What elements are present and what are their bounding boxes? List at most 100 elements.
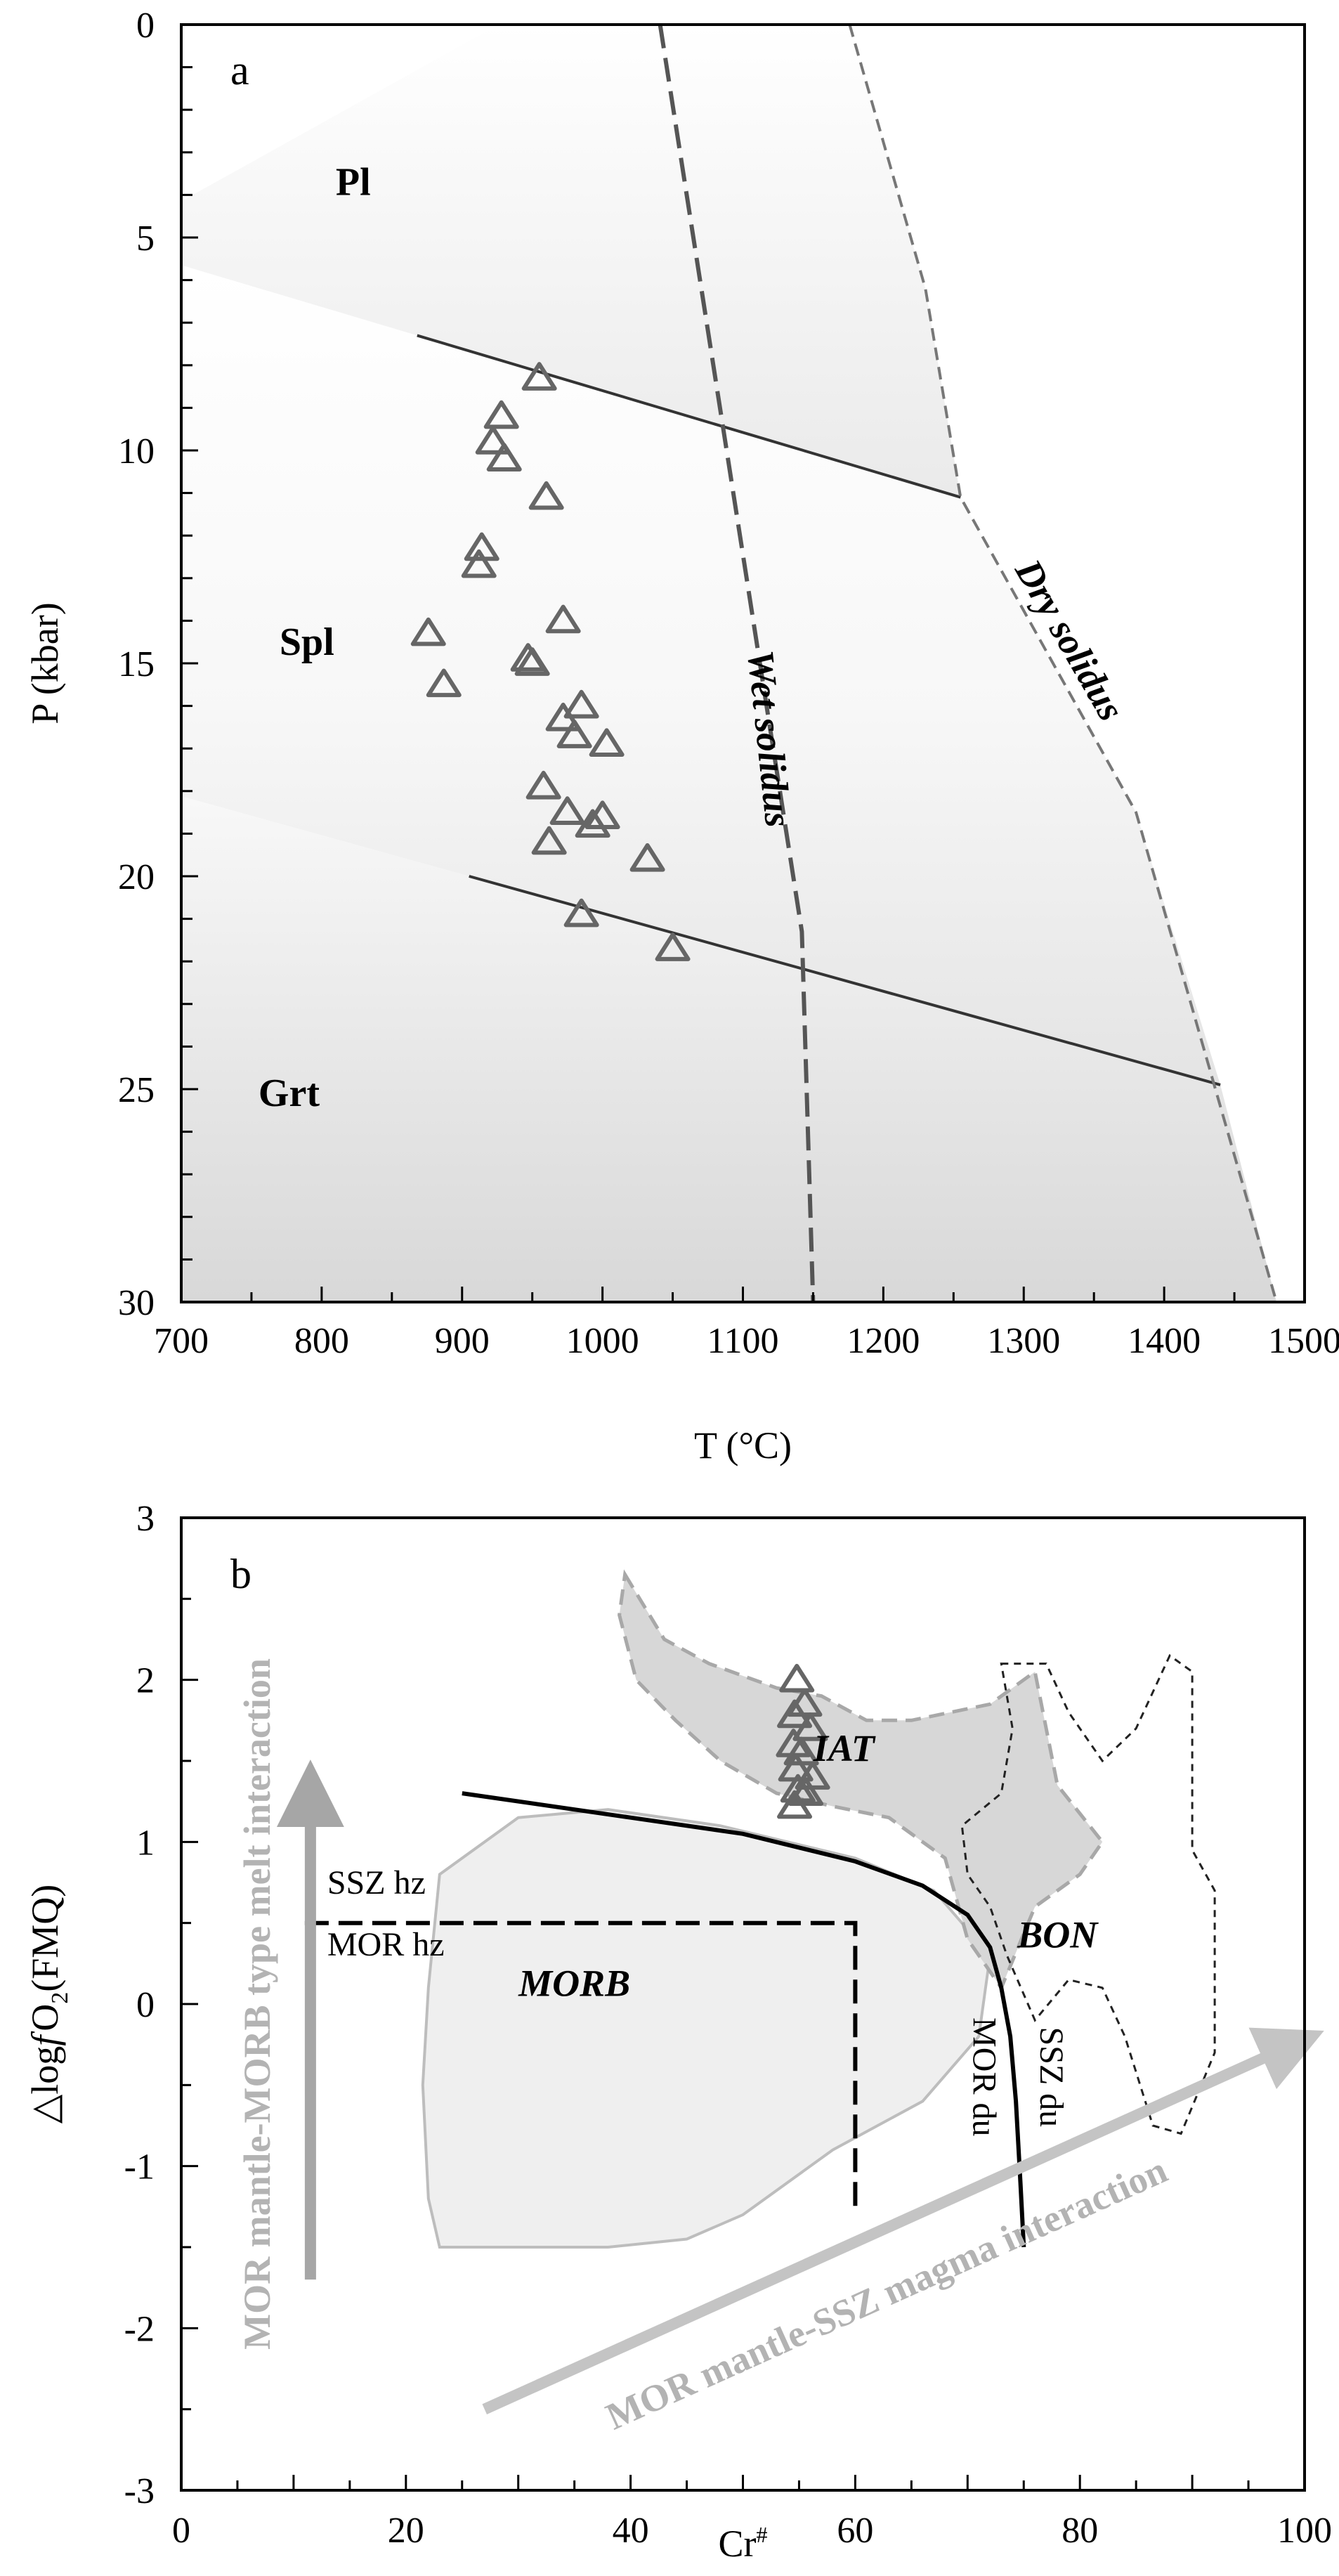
panel-a-data-point xyxy=(461,549,497,578)
panel-b-x-tick-label: 40 xyxy=(613,2511,649,2551)
diagonal-interaction-arrow xyxy=(482,2027,1324,2414)
panel-b-data-point xyxy=(788,1777,824,1806)
panel-b-data-point xyxy=(792,1712,828,1741)
plagioclase-field-mask xyxy=(181,25,499,202)
panel-a-y-tick-label: 0 xyxy=(136,6,155,46)
spinel-field-shading xyxy=(181,265,1221,1085)
panel-a-y-tick-label: 10 xyxy=(118,431,155,471)
panel-a-data-point xyxy=(475,426,511,455)
panel-b-ticks: 0 20 40 60 80 100 -3 -2 -1 0 1 2 3 xyxy=(124,1499,1332,2551)
panel-a-data-point xyxy=(545,604,581,634)
panel-a-data-point xyxy=(525,770,561,800)
field-iat xyxy=(618,1569,1105,1992)
panel-a-data-point xyxy=(410,617,446,646)
panel-a-y-tick-label: 30 xyxy=(118,1283,155,1323)
panel-a-x-tick-label: 1000 xyxy=(566,1321,639,1361)
panel-b-x-tick-label: 80 xyxy=(1062,2511,1098,2551)
field-label-spl: Spl xyxy=(280,620,334,664)
dunite-curve xyxy=(462,1791,1026,2248)
panel-b-data-point xyxy=(779,1663,815,1693)
field-bon xyxy=(960,1653,1216,2135)
panel-a-phase-boundaries xyxy=(417,24,1278,1303)
harzburgite-boundary xyxy=(304,1920,858,2215)
panel-a-data-point xyxy=(514,647,550,676)
panel-b-y-tick-label: -2 xyxy=(124,2309,155,2349)
plagioclase-spinel-line xyxy=(417,334,961,499)
panel-a-shading xyxy=(181,25,1276,1302)
ssz-du-label: SSZ du xyxy=(1033,2027,1070,2127)
panel-b-x-tick-label: 20 xyxy=(388,2511,424,2551)
panel-b-y-axis-label: △logfO2(FMQ) xyxy=(24,1885,73,2124)
panel-a-data-point xyxy=(549,796,585,825)
panel-a-y-axis-label: P (kbar) xyxy=(24,602,66,724)
panel-a-data-point xyxy=(563,898,599,928)
panel-b-y-tick-label: -1 xyxy=(124,2147,155,2187)
panel-a-ticks: 700 800 900 1000 1100 1200 1300 1400 1500 0 5 10 15 2… xyxy=(118,6,1339,1361)
panel-a-data-point xyxy=(629,843,665,872)
panel-b-letter: b xyxy=(230,1551,252,1597)
y-axis-label-suffix: (FMQ) xyxy=(24,1885,66,1992)
field-label-bon: BON xyxy=(1017,1913,1099,1956)
y-axis-label-f: f xyxy=(24,2031,66,2046)
panel-b-y-tick-label: 3 xyxy=(136,1499,155,1539)
field-label-morb: MORB xyxy=(518,1962,630,2004)
panel-a: 700 800 900 1000 1100 1200 1300 1400 1500 0 5 10 15 2… xyxy=(24,6,1339,1466)
y-axis-label-prefix: △log xyxy=(24,2046,66,2124)
panel-a-x-tick-label: 800 xyxy=(294,1321,349,1361)
panel-a-data-point xyxy=(589,728,625,757)
panel-a-data-point xyxy=(655,932,691,961)
dry-solidus-line xyxy=(848,24,1278,1303)
panel-b-boundaries xyxy=(304,1791,1026,2248)
field-label-pl: Pl xyxy=(336,160,371,204)
field-label-grt: Grt xyxy=(259,1072,320,1115)
panel-a-data-point xyxy=(545,702,581,731)
panel-a-y-tick-label: 20 xyxy=(118,857,155,897)
panel-a-x-tick-label: 1300 xyxy=(987,1321,1060,1361)
panel-a-x-tick-label: 900 xyxy=(435,1321,490,1361)
panel-a-x-tick-label: 1400 xyxy=(1128,1321,1201,1361)
panel-a-data-point xyxy=(486,443,522,471)
panel-b-x-tick-label: 100 xyxy=(1277,2511,1332,2551)
panel-a-data-point xyxy=(426,668,462,698)
panel-a-data-point xyxy=(563,689,599,719)
mor-du-label: MOR du xyxy=(965,2017,1002,2136)
mor-hz-label: MOR hz xyxy=(327,1926,445,1963)
x-axis-label-main: Cr xyxy=(719,2523,757,2565)
panel-b-y-tick-label: 0 xyxy=(136,1985,155,2025)
panel-a-data-point xyxy=(556,720,592,748)
panel-b-y-tick-label: 1 xyxy=(136,1823,155,1863)
y-axis-label-subscript: 2 xyxy=(47,1992,73,2004)
plagioclase-field-shading xyxy=(181,25,961,497)
field-morb xyxy=(421,1808,992,2249)
spinel-garnet-line xyxy=(469,875,1221,1086)
panel-b-fields xyxy=(421,1569,1216,2249)
panel-a-data-point xyxy=(528,481,564,510)
panel-a-y-tick-label: 5 xyxy=(136,219,155,259)
panel-a-data-point xyxy=(531,826,567,855)
panel-a-y-tick-label: 15 xyxy=(118,644,155,684)
panel-b-data-point xyxy=(777,1699,813,1729)
panel-b-y-tick-label: -3 xyxy=(124,2471,155,2511)
panel-a-data-point xyxy=(575,809,610,838)
panel-b-x-axis-label: Cr# xyxy=(719,2522,768,2565)
ssz-hz-label: SSZ hz xyxy=(327,1864,426,1901)
panel-a-letter: a xyxy=(230,47,249,93)
panel-b-y-tick-label: 2 xyxy=(136,1661,155,1701)
x-axis-label-superscript: # xyxy=(757,2522,768,2547)
y-axis-label-o: O xyxy=(24,2004,66,2031)
panel-a-x-tick-label: 1500 xyxy=(1268,1321,1339,1361)
panel-a-y-tick-label: 25 xyxy=(118,1070,155,1110)
garnet-field-shading xyxy=(181,796,1276,1302)
field-label-iat: IAT xyxy=(813,1727,876,1769)
panel-b-arrows xyxy=(276,1759,1324,2414)
panel-a-data-point xyxy=(483,400,519,429)
panel-a-data-point xyxy=(521,362,557,391)
panel-a-x-tick-label: 1200 xyxy=(847,1321,920,1361)
vertical-arrow-label: MOR mantle-MORB type melt interaction xyxy=(236,1658,278,2350)
panel-b-x-tick-label: 0 xyxy=(172,2511,190,2551)
panel-b-data-point xyxy=(777,1790,813,1819)
panel-a-x-tick-label: 1100 xyxy=(707,1321,778,1361)
panel-b-points xyxy=(776,1663,830,1819)
